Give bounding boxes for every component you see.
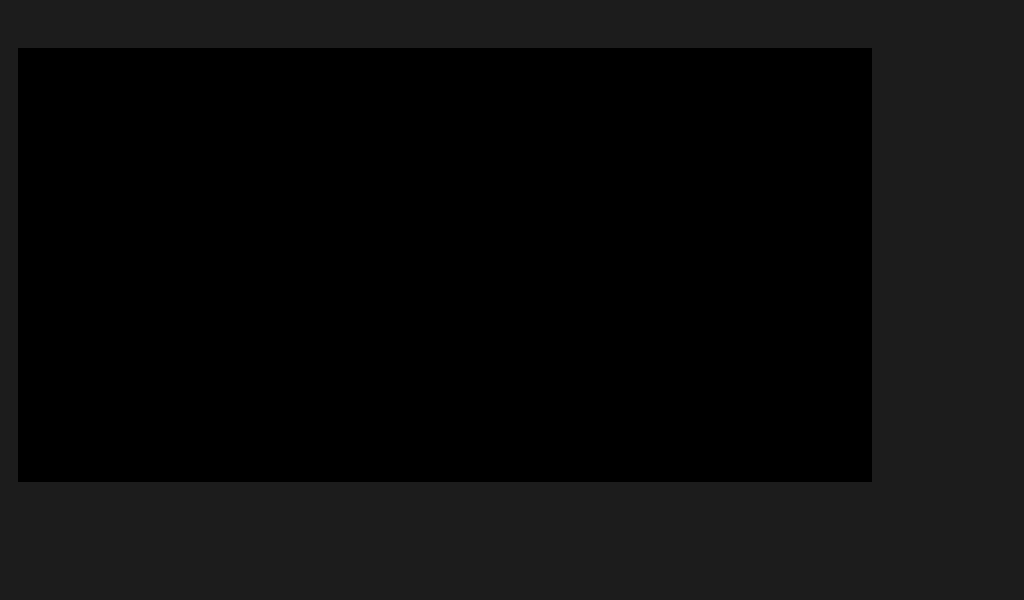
waveform-display xyxy=(18,48,872,482)
